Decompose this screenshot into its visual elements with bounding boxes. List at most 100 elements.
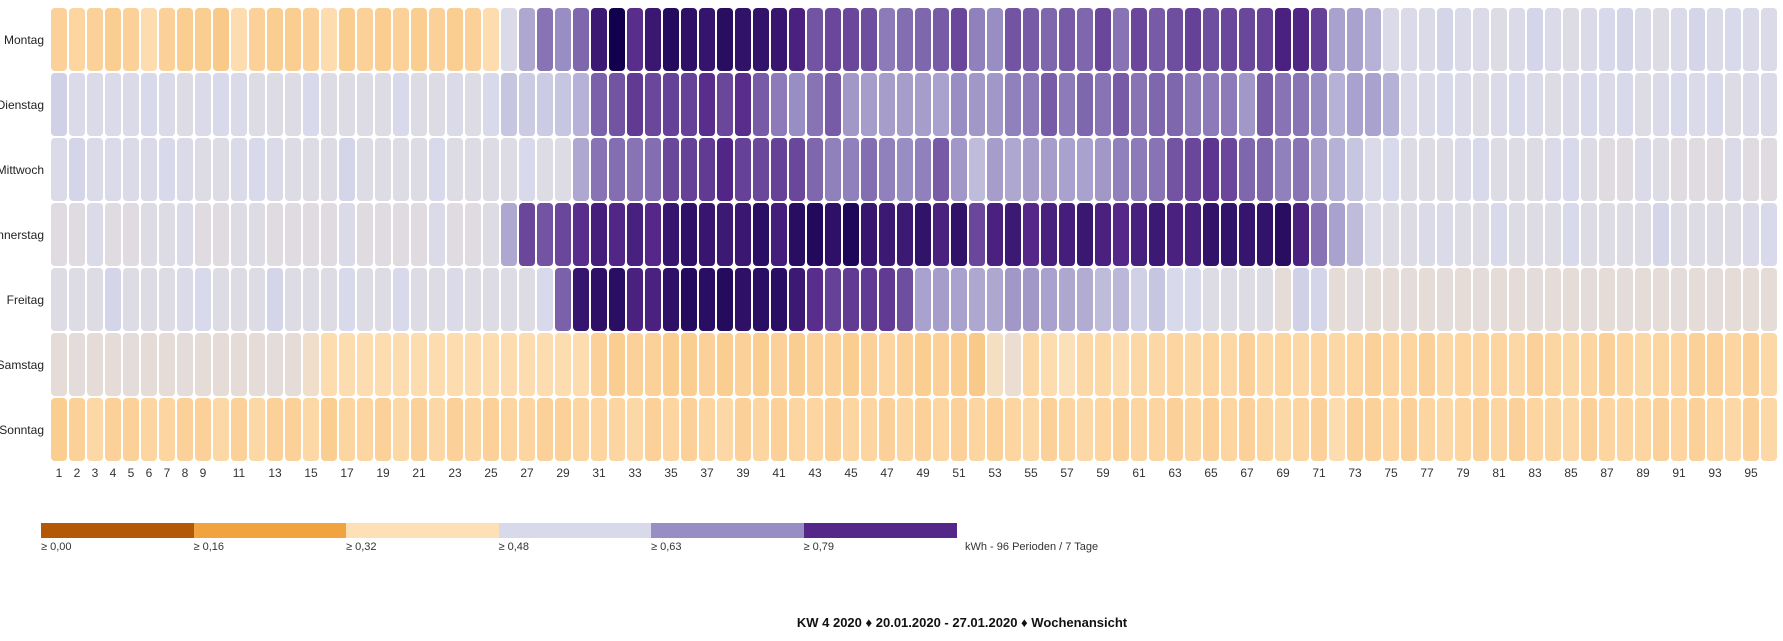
heatmap-cell[interactable]: [1545, 333, 1561, 396]
heatmap-cell[interactable]: [753, 398, 769, 461]
heatmap-cell[interactable]: [231, 398, 247, 461]
heatmap-cell[interactable]: [789, 268, 805, 331]
heatmap-cell[interactable]: [1563, 398, 1579, 461]
heatmap-cell[interactable]: [1689, 333, 1705, 396]
heatmap-cell[interactable]: [1653, 8, 1669, 71]
heatmap-cell[interactable]: [645, 8, 661, 71]
heatmap-cell[interactable]: [1509, 398, 1525, 461]
heatmap-cell[interactable]: [69, 203, 85, 266]
heatmap-cell[interactable]: [681, 203, 697, 266]
heatmap-cell[interactable]: [897, 138, 913, 201]
heatmap-cell[interactable]: [177, 398, 193, 461]
heatmap-cell[interactable]: [105, 8, 121, 71]
heatmap-cell[interactable]: [447, 268, 463, 331]
heatmap-cell[interactable]: [609, 268, 625, 331]
heatmap-cell[interactable]: [627, 203, 643, 266]
heatmap-cell[interactable]: [1455, 333, 1471, 396]
heatmap-cell[interactable]: [1149, 8, 1165, 71]
heatmap-cell[interactable]: [1437, 333, 1453, 396]
heatmap-cell[interactable]: [393, 73, 409, 136]
heatmap-cell[interactable]: [303, 138, 319, 201]
heatmap-cell[interactable]: [69, 398, 85, 461]
heatmap-cell[interactable]: [879, 333, 895, 396]
heatmap-cell[interactable]: [627, 268, 643, 331]
heatmap-cell[interactable]: [1185, 8, 1201, 71]
heatmap-cell[interactable]: [699, 8, 715, 71]
heatmap-cell[interactable]: [861, 8, 877, 71]
heatmap-cell[interactable]: [681, 398, 697, 461]
heatmap-cell[interactable]: [1401, 138, 1417, 201]
heatmap-cell[interactable]: [213, 398, 229, 461]
heatmap-cell[interactable]: [501, 268, 517, 331]
heatmap-cell[interactable]: [411, 398, 427, 461]
heatmap-cell[interactable]: [393, 268, 409, 331]
heatmap-cell[interactable]: [897, 203, 913, 266]
heatmap-cell[interactable]: [249, 398, 265, 461]
heatmap-cell[interactable]: [735, 398, 751, 461]
heatmap-cell[interactable]: [1113, 8, 1129, 71]
heatmap-cell[interactable]: [195, 203, 211, 266]
heatmap-cell[interactable]: [663, 333, 679, 396]
heatmap-cell[interactable]: [735, 203, 751, 266]
heatmap-cell[interactable]: [465, 73, 481, 136]
heatmap-cell[interactable]: [1563, 8, 1579, 71]
heatmap-cell[interactable]: [267, 8, 283, 71]
heatmap-cell[interactable]: [681, 268, 697, 331]
heatmap-cell[interactable]: [321, 203, 337, 266]
heatmap-cell[interactable]: [717, 73, 733, 136]
heatmap-cell[interactable]: [213, 8, 229, 71]
heatmap-cell[interactable]: [1095, 8, 1111, 71]
heatmap-cell[interactable]: [1113, 333, 1129, 396]
heatmap-cell[interactable]: [51, 138, 67, 201]
heatmap-cell[interactable]: [771, 8, 787, 71]
heatmap-cell[interactable]: [1509, 138, 1525, 201]
heatmap-cell[interactable]: [1221, 268, 1237, 331]
heatmap-cell[interactable]: [483, 268, 499, 331]
heatmap-cell[interactable]: [1527, 8, 1543, 71]
heatmap-cell[interactable]: [501, 333, 517, 396]
heatmap-cell[interactable]: [1257, 8, 1273, 71]
heatmap-cell[interactable]: [123, 8, 139, 71]
heatmap-cell[interactable]: [645, 138, 661, 201]
heatmap-cell[interactable]: [1185, 268, 1201, 331]
heatmap-cell[interactable]: [1563, 73, 1579, 136]
heatmap-cell[interactable]: [1437, 138, 1453, 201]
heatmap-cell[interactable]: [1743, 73, 1759, 136]
heatmap-cell[interactable]: [897, 398, 913, 461]
heatmap-cell[interactable]: [1761, 398, 1777, 461]
heatmap-cell[interactable]: [159, 8, 175, 71]
heatmap-cell[interactable]: [1185, 203, 1201, 266]
heatmap-cell[interactable]: [1041, 8, 1057, 71]
heatmap-cell[interactable]: [447, 8, 463, 71]
heatmap-cell[interactable]: [771, 398, 787, 461]
heatmap-cell[interactable]: [1329, 8, 1345, 71]
heatmap-cell[interactable]: [843, 268, 859, 331]
heatmap-cell[interactable]: [771, 73, 787, 136]
heatmap-cell[interactable]: [1581, 333, 1597, 396]
heatmap-cell[interactable]: [789, 398, 805, 461]
heatmap-cell[interactable]: [1473, 398, 1489, 461]
heatmap-cell[interactable]: [573, 398, 589, 461]
heatmap-cell[interactable]: [861, 333, 877, 396]
heatmap-cell[interactable]: [1383, 268, 1399, 331]
heatmap-cell[interactable]: [969, 138, 985, 201]
heatmap-cell[interactable]: [321, 73, 337, 136]
heatmap-cell[interactable]: [1257, 398, 1273, 461]
heatmap-cell[interactable]: [1635, 203, 1651, 266]
heatmap-cell[interactable]: [357, 73, 373, 136]
heatmap-cell[interactable]: [1167, 333, 1183, 396]
heatmap-cell[interactable]: [591, 398, 607, 461]
heatmap-cell[interactable]: [1113, 203, 1129, 266]
heatmap-cell[interactable]: [339, 268, 355, 331]
heatmap-cell[interactable]: [1293, 203, 1309, 266]
heatmap-cell[interactable]: [465, 398, 481, 461]
heatmap-cell[interactable]: [591, 203, 607, 266]
heatmap-cell[interactable]: [1419, 73, 1435, 136]
heatmap-cell[interactable]: [1329, 73, 1345, 136]
heatmap-cell[interactable]: [1653, 333, 1669, 396]
heatmap-cell[interactable]: [987, 333, 1003, 396]
heatmap-cell[interactable]: [141, 73, 157, 136]
heatmap-cell[interactable]: [537, 203, 553, 266]
heatmap-cell[interactable]: [1617, 138, 1633, 201]
heatmap-cell[interactable]: [1707, 203, 1723, 266]
